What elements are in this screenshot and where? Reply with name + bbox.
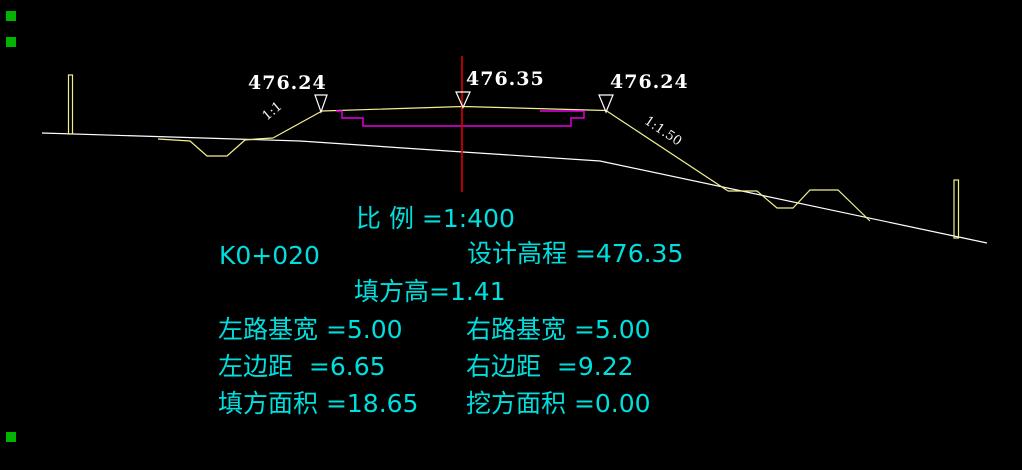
elevation-label-center: 476.35 (466, 68, 545, 90)
elevation-marker-left-icon (314, 94, 328, 114)
scale-label: 比 例 =1:400 (356, 204, 515, 233)
elevation-marker-right-icon (598, 94, 614, 114)
left-edge-distance-label: 左边距 =6.65 (218, 352, 386, 381)
right-roadbed-width-label: 右路基宽 =5.00 (466, 315, 651, 344)
viewport-grip-marker[interactable] (6, 11, 16, 21)
elevation-label-left: 476.24 (248, 72, 327, 94)
fill-area-label: 填方面积 =18.65 (218, 389, 419, 418)
design-elevation-label: 设计高程 =476.35 (467, 239, 684, 268)
right-edge-distance-label: 右边距 =9.22 (466, 352, 634, 381)
left-slope-line (272, 110, 323, 139)
elevation-marker-center-icon (455, 91, 471, 109)
elevation-label-right: 476.24 (610, 71, 689, 93)
cut-area-label: 挖方面积 =0.00 (466, 389, 651, 418)
left-roadbed-width-label: 左路基宽 =5.00 (218, 315, 403, 344)
pavement-outline (336, 110, 585, 127)
right-slope-line (605, 109, 729, 192)
station-label: K0+020 (219, 241, 320, 270)
terrain-line (41, 132, 988, 244)
right-ground-line (728, 189, 871, 222)
viewport-grip-marker[interactable] (6, 432, 16, 442)
viewport-grip-marker[interactable] (6, 37, 16, 47)
left-boundary-pole (67, 74, 74, 135)
fill-height-label: 填方高=1.41 (354, 277, 506, 306)
left-ditch-line (157, 137, 274, 157)
right-boundary-pole (953, 179, 960, 239)
